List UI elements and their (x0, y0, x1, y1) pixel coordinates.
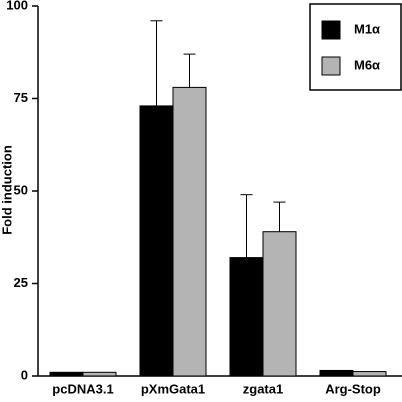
bar (229, 257, 264, 377)
x-tick-label: zgata1 (243, 381, 283, 396)
legend-swatch (321, 56, 341, 76)
bar (82, 371, 117, 377)
y-tick-label: 75 (14, 90, 28, 105)
error-bar (273, 201, 286, 232)
legend-label: M1α (354, 21, 380, 36)
x-tick-label: Arg-Stop (325, 381, 381, 396)
bar (352, 371, 387, 377)
bar (262, 231, 297, 377)
y-tick-label: 25 (14, 275, 28, 290)
legend-label: M6α (354, 57, 380, 72)
x-tick-label: pcDNA3.1 (52, 381, 113, 396)
error-bar (240, 194, 253, 258)
y-tick-label: 100 (6, 0, 28, 12)
bar (49, 371, 84, 377)
y-tick-label: 50 (14, 182, 28, 197)
y-tick-label: 0 (21, 367, 28, 382)
y-axis-label: Fold induction (0, 145, 14, 235)
legend (309, 3, 402, 91)
error-bar (150, 20, 163, 106)
bar (172, 86, 207, 377)
x-tick-label: pXmGata1 (141, 381, 205, 396)
error-bar (183, 53, 196, 88)
legend-swatch (321, 20, 341, 40)
bar (319, 369, 354, 377)
bar (139, 105, 174, 377)
